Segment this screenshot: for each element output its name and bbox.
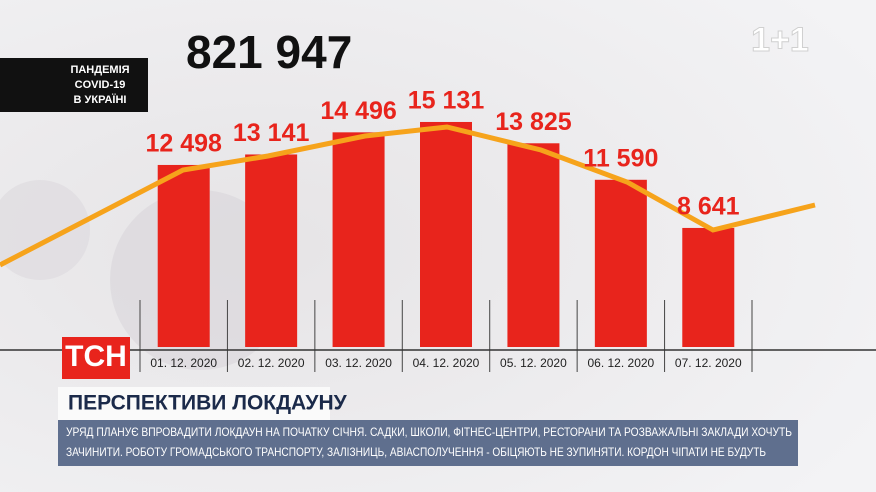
bar: [420, 121, 472, 347]
bar: [594, 179, 647, 347]
x-tick-label: 07. 12. 2020: [675, 356, 742, 370]
headline: 821 947: [186, 26, 352, 78]
ticker-text: УРЯД ПЛАНУЄ ВПРОВАДИТИ ЛОКДАУН НА ПОЧАТК…: [66, 425, 792, 439]
bar: [245, 154, 298, 347]
badge-text: В УКРАЇНІ: [74, 93, 127, 106]
x-tick-label: 03. 12. 2020: [325, 356, 392, 370]
badge-text: ПАНДЕМІЯ: [70, 64, 129, 76]
x-tick-label: 05. 12. 2020: [500, 356, 567, 370]
value-label: 14 496: [320, 97, 396, 125]
value-label: 11 590: [583, 144, 658, 172]
bar: [682, 227, 735, 347]
x-tick-label: 06. 12. 2020: [587, 356, 654, 370]
trend-line: [0, 124, 816, 268]
labels: 12 498 01. 12. 2020 13 141 02. 12. 2020 14 4…: [139, 87, 753, 372]
value-label: 8 641: [677, 193, 740, 221]
badge-box: [0, 58, 148, 112]
value-label: 13 141: [233, 119, 310, 147]
bar: [507, 143, 560, 347]
x-tick-label: 02. 12. 2020: [238, 356, 305, 370]
value-label: 13 825: [495, 108, 572, 136]
bar: [332, 132, 385, 347]
logo: ТСН: [65, 340, 127, 373]
logo-box: [62, 337, 130, 379]
x-tick-label: 04. 12. 2020: [413, 356, 480, 370]
ticker-text: ЗАЧИНИТИ. РОБОТУ ГРОМАДСЬКОГО ТРАНСПОРТУ…: [66, 445, 766, 459]
bar: [157, 164, 210, 347]
ticker-box: [58, 420, 798, 466]
channel-logo: 1+1: [751, 21, 809, 59]
value-label: 12 498: [145, 130, 222, 158]
value-label: 15 131: [408, 87, 485, 115]
title: ПЕРСПЕКТИВИ ЛОКДАУНУ: [68, 392, 348, 415]
plot: [157, 121, 735, 347]
title-box: [58, 387, 330, 420]
badge-text: COVID-19: [75, 79, 126, 91]
x-tick-label: 01. 12. 2020: [150, 356, 217, 370]
